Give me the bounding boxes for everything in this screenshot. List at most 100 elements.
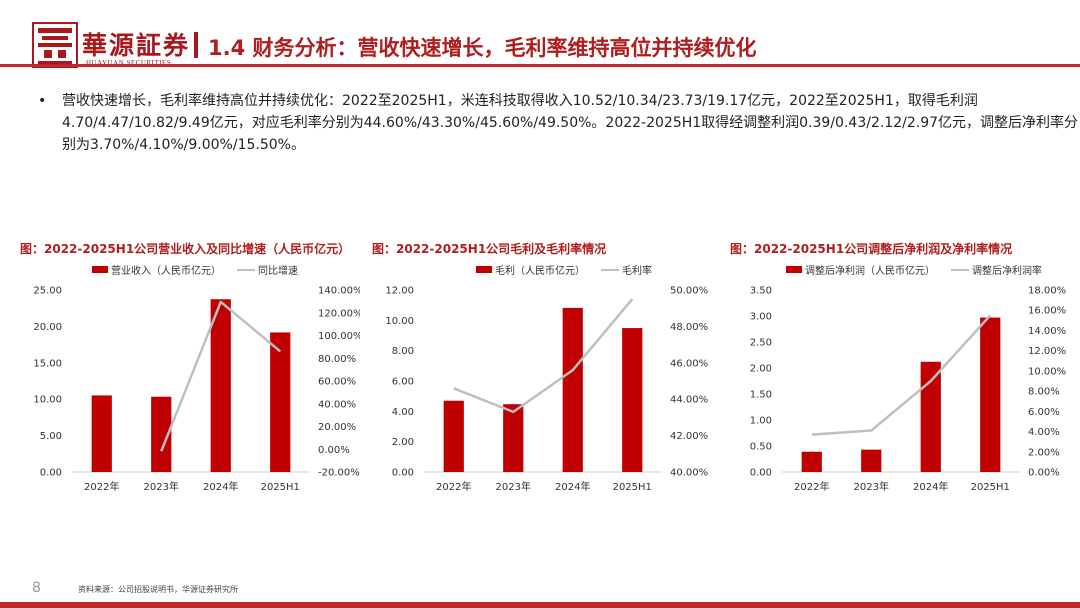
left-axis-tick-label: 3.00: [750, 312, 772, 323]
legend-bar-label: 调整后净利润（人民币亿元）: [805, 266, 935, 277]
huayuan-logo-icon: [32, 22, 78, 68]
right-axis-tick-label: 6.00%: [1028, 407, 1060, 418]
right-axis-tick-label: 44.00%: [670, 395, 708, 406]
ratio-line: [811, 314, 992, 436]
right-axis-tick-label: 0.00%: [318, 445, 350, 456]
right-axis-tick-label: 46.00%: [670, 358, 708, 369]
chart-title: 图：2022-2025H1公司营业收入及同比增速（人民币亿元）: [20, 242, 351, 256]
bar: [801, 451, 822, 472]
summary-bullet: • 营收快速增长，毛利率维持高位并持续优化：2022至2025H1，米连科技取得…: [38, 90, 1078, 156]
left-axis-tick-label: 12.00: [385, 286, 414, 297]
left-axis-tick-label: 10.00: [33, 395, 62, 406]
legend-line-swatch: [601, 268, 619, 271]
title-accent-bar: [194, 32, 198, 58]
header-divider: [0, 64, 1080, 67]
source-note: 资料来源：公司招股说明书，华源证券研究所: [78, 585, 238, 594]
x-axis-category-label: 2023年: [496, 480, 531, 493]
x-axis-category-label: 2022年: [436, 480, 471, 493]
summary-text: 营收快速增长，毛利率维持高位并持续优化：2022至2025H1，米连科技取得收入…: [62, 93, 1079, 153]
legend-line-label: 调整后净利润率: [972, 266, 1042, 277]
right-axis-tick-label: 100.00%: [318, 331, 360, 342]
ratio-line: [453, 298, 634, 414]
x-axis-category-label: 2025H1: [971, 482, 1010, 493]
left-axis-tick-label: 4.00: [392, 407, 414, 418]
right-axis-tick-label: 120.00%: [318, 308, 360, 319]
revenue-chart: 图：2022-2025H1公司营业收入及同比增速（人民币亿元） 营业收入（人民币…: [20, 238, 360, 508]
left-axis-tick-label: 5.00: [40, 431, 62, 442]
bar: [210, 299, 231, 472]
right-axis-tick-label: 50.00%: [670, 286, 708, 297]
right-axis-tick-label: 140.00%: [318, 286, 360, 297]
left-axis-tick-label: 8.00: [392, 346, 414, 357]
legend-bar-swatch: [476, 266, 492, 273]
chart-legend: 调整后净利润（人民币亿元） 调整后净利润率: [786, 262, 1042, 277]
legend-line-swatch: [237, 268, 255, 271]
x-axis-category-label: 2024年: [913, 480, 948, 493]
bar: [443, 400, 464, 472]
legend-line-swatch: [951, 268, 969, 271]
bar: [151, 396, 172, 472]
legend-line-label: 同比增速: [258, 266, 298, 277]
left-axis-tick-label: 15.00: [33, 358, 62, 369]
left-axis-tick-label: 0.00: [40, 468, 62, 479]
x-axis-category-label: 2023年: [144, 480, 179, 493]
bar: [91, 395, 112, 472]
chart-legend: 营业收入（人民币亿元） 同比增速: [92, 262, 298, 277]
x-axis-category-label: 2023年: [854, 480, 889, 493]
chart-plot: 0.00 0.50 1.00 1.50 2.00 2.50 3.00 3.50 0.00% 2.0…: [750, 286, 1066, 494]
bar: [920, 361, 941, 472]
x-axis-category-label: 2024年: [555, 480, 590, 493]
right-axis-tick-label: 16.00%: [1028, 306, 1066, 317]
chart-legend: 毛利（人民币亿元） 毛利率: [476, 262, 652, 277]
bar: [980, 317, 1001, 472]
page-number: 8: [32, 580, 41, 596]
left-axis-tick-label: 2.00: [750, 364, 772, 375]
logo-english-name: HUAYUAN SECURITIES: [86, 59, 172, 67]
right-axis-tick-label: -20.00%: [318, 468, 360, 479]
x-axis-category-label: 2025H1: [613, 482, 652, 493]
chart-title: 图：2022-2025H1公司毛利及毛利率情况: [372, 242, 607, 256]
left-axis-tick-label: 6.00: [392, 377, 414, 388]
header: 華源証券 HUAYUAN SECURITIES 1.4 财务分析：营收快速增长，…: [0, 0, 1080, 82]
x-axis-category-label: 2022年: [794, 480, 829, 493]
bullet-marker: •: [38, 93, 47, 109]
right-axis-tick-label: 20.00%: [318, 422, 356, 433]
bar: [503, 404, 524, 472]
right-axis-tick-label: 12.00%: [1028, 346, 1066, 357]
slide-title: 1.4 财务分析：营收快速增长，毛利率维持高位并持续优化: [208, 36, 757, 60]
left-axis-tick-label: 2.00: [392, 437, 414, 448]
left-axis-tick-label: 2.50: [750, 338, 772, 349]
right-axis-tick-label: 10.00%: [1028, 366, 1066, 377]
right-axis-tick-label: 48.00%: [670, 322, 708, 333]
legend-bar-swatch: [92, 266, 108, 273]
left-axis-tick-label: 0.50: [750, 442, 772, 453]
right-axis-tick-label: 4.00%: [1028, 427, 1060, 438]
ratio-line: [160, 300, 282, 452]
right-axis-tick-label: 40.00%: [670, 468, 708, 479]
right-axis-tick-label: 8.00%: [1028, 387, 1060, 398]
right-axis-tick-label: 60.00%: [318, 377, 356, 388]
right-axis-tick-label: 42.00%: [670, 431, 708, 442]
footer-divider: [0, 602, 1080, 608]
bar: [861, 449, 882, 472]
adjusted-net-profit-chart: 图：2022-2025H1公司调整后净利润及净利率情况 调整后净利润（人民币亿元…: [730, 238, 1070, 508]
right-axis-tick-label: 40.00%: [318, 399, 356, 410]
left-axis-tick-label: 10.00: [385, 316, 414, 327]
left-axis-tick-label: 1.00: [750, 416, 772, 427]
x-axis-category-label: 2025H1: [261, 482, 300, 493]
right-axis-tick-label: 18.00%: [1028, 286, 1066, 297]
chart-plot: 0.00 5.00 10.00 15.00 20.00 25.00 -20.00% 0.00%…: [33, 286, 360, 494]
left-axis-tick-label: 0.00: [392, 468, 414, 479]
legend-bar-swatch: [786, 266, 802, 273]
left-axis-tick-label: 20.00: [33, 322, 62, 333]
chart-plot: 0.00 2.00 4.00 6.00 8.00 10.00 12.00 40.00% 42.0…: [385, 286, 708, 494]
left-axis-tick-label: 3.50: [750, 286, 772, 297]
bar: [270, 332, 291, 472]
left-axis-tick-label: 0.00: [750, 468, 772, 479]
legend-bar-label: 营业收入（人民币亿元）: [111, 266, 221, 277]
right-axis-tick-label: 14.00%: [1028, 326, 1066, 337]
legend-bar-label: 毛利（人民币亿元）: [495, 266, 585, 277]
chart-title: 图：2022-2025H1公司调整后净利润及净利率情况: [730, 242, 1013, 256]
legend-line-label: 毛利率: [622, 266, 652, 277]
right-axis-tick-label: 2.00%: [1028, 447, 1060, 458]
